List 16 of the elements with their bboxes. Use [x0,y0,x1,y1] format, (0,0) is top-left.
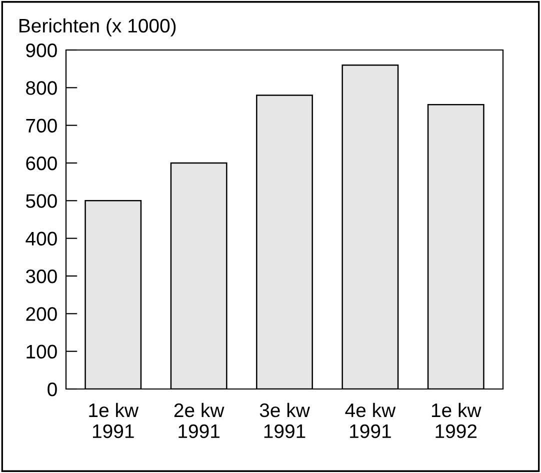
x-tick-label: 1e kw 1991 [89,402,139,438]
y-tick-label: 0 [48,382,57,396]
x-tick-label: 3e kw 1991 [260,402,310,438]
y-tick-label: 500 [26,194,57,208]
y-tick-label: 700 [26,118,57,133]
y-tick-label: 300 [26,269,57,284]
x-tick-label: 4e kw 1991 [345,402,396,438]
y-tick-label: 200 [26,307,57,321]
y-tick-label: 600 [26,156,57,170]
y-axis-title: Berichten (x 1000) [20,18,176,36]
y-tick-label: 900 [26,43,57,58]
x-tick-label: 2e kw 1991 [174,402,224,438]
y-tick-label: 100 [26,344,57,359]
x-tick-label: 1e kw 1992 [432,402,482,438]
y-tick-label: 800 [26,81,57,95]
y-tick-label: 400 [26,232,57,246]
